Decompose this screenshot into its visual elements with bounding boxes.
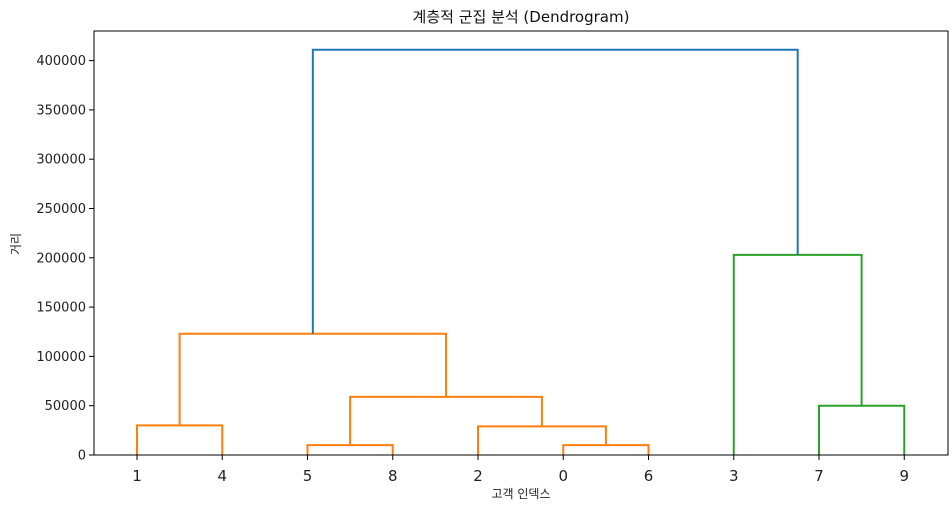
dendrogram-link-5 [178,332,448,426]
y-axis-ticks: 0 50000 100000 150000 200000 250000 300000 3500… [36,54,94,464]
y-tick-label-4: 200000 [36,251,86,266]
x-tick-label-8: 7 [814,467,824,485]
y-tick-label-8: 400000 [36,54,86,69]
x-axis-ticks: 1 4 5 8 2 0 6 3 7 9 [132,455,909,485]
plot-frame [93,30,949,456]
x-tick-label-1: 4 [217,467,227,485]
x-tick-label-5: 0 [558,467,568,485]
dendrogram-link-2 [562,444,650,455]
x-tick-label-4: 2 [473,467,483,485]
x-axis-label: 고객 인덱스 [491,487,550,501]
dendrogram-links [136,48,906,455]
x-tick-label-9: 9 [899,467,909,485]
x-tick-label-3: 8 [388,467,398,485]
y-tick-label-5: 250000 [36,202,86,217]
y-tick-label-1: 50000 [45,399,86,414]
dendrogram-link-6 [818,404,906,455]
dendrogram-link-3 [477,425,607,455]
x-tick-label-6: 6 [644,467,654,485]
y-tick-label-2: 100000 [36,350,86,365]
y-tick-label-0: 0 [78,449,86,464]
x-tick-label-2: 5 [303,467,313,485]
y-tick-label-6: 300000 [36,153,86,168]
chart-title: 계층적 군집 분석 (Dendrogram) [413,8,630,26]
dendrogram-link-7 [732,253,863,455]
y-axis-label: 거리 [9,233,23,255]
x-tick-label-0: 1 [132,467,142,485]
dendrogram-link-0 [136,424,224,455]
y-tick-label-7: 350000 [36,103,86,118]
dendrogram-link-8 [311,48,799,334]
x-tick-label-7: 3 [729,467,739,485]
dendrogram-link-4 [349,395,543,446]
y-tick-label-3: 150000 [36,301,86,316]
dendrogram-link-1 [306,444,394,455]
